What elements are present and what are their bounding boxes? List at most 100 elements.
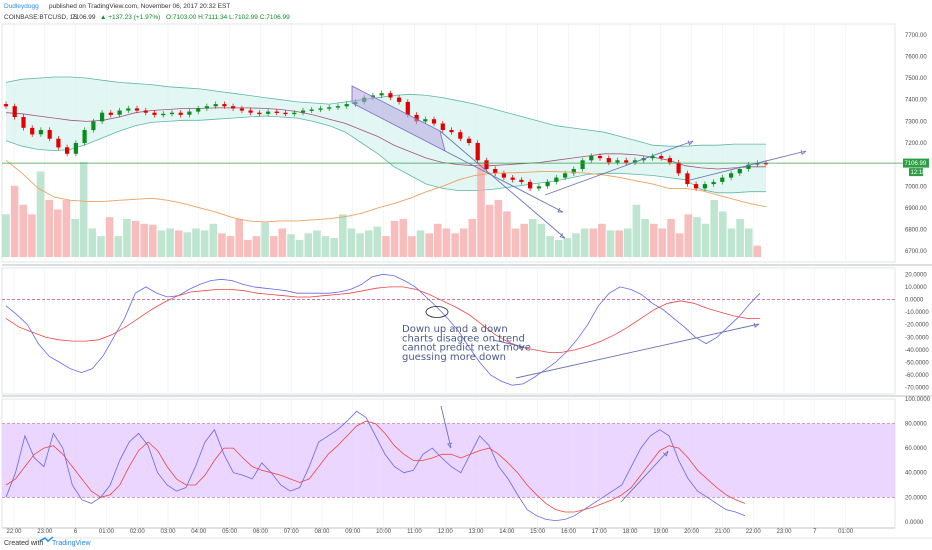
volume-bar — [2, 214, 10, 258]
price-tick-label: 7500.00 — [905, 76, 927, 82]
volume-bar — [434, 223, 442, 258]
osc-tick-label: -30.0000 — [905, 335, 929, 341]
volume-bar — [88, 228, 97, 257]
candle-body — [38, 130, 43, 135]
candle-body — [292, 112, 297, 115]
candle-body — [117, 110, 122, 115]
time-tick-label: 01:00 — [99, 529, 115, 535]
volume-bar — [10, 185, 19, 258]
volume-bar — [114, 236, 123, 257]
candle-body — [318, 108, 323, 110]
trend-arrow — [689, 150, 807, 181]
candle-body — [187, 111, 192, 115]
arrow-head — [687, 140, 694, 146]
trend-arrow — [544, 140, 694, 196]
volume-bar — [226, 236, 235, 257]
candle-body — [388, 93, 393, 98]
price-tick-label: 7200.00 — [905, 141, 927, 147]
candle-body — [676, 162, 681, 174]
volume-bar — [451, 233, 459, 258]
price-tick-label: 6800.00 — [905, 228, 927, 234]
candle-body — [763, 162, 769, 165]
time-tick-label: 13:00 — [468, 529, 484, 535]
tradingview-logo-icon — [39, 536, 54, 542]
stoch-band — [2, 423, 895, 498]
trend-arrow — [620, 450, 669, 503]
annotation-line: charts disagree on trend — [402, 333, 525, 344]
candle-body — [405, 101, 410, 115]
volume-bar — [503, 211, 511, 257]
time-tick-label: 23:00 — [776, 529, 792, 535]
osc-tick-label: -60.0000 — [905, 373, 929, 379]
candle-body — [65, 147, 70, 154]
bollinger-bands — [5, 76, 766, 194]
candle-body — [73, 143, 78, 154]
candle-body — [344, 104, 349, 107]
momentum-line — [5, 273, 761, 386]
candle-body — [545, 181, 550, 187]
arrow-head — [446, 442, 453, 449]
volume-bar — [287, 234, 295, 257]
volume-bar — [313, 230, 321, 257]
stoch-tick-label: 40.0000 — [905, 471, 927, 477]
osc-tick-label: -40.0000 — [905, 348, 929, 354]
candle-body — [571, 169, 576, 174]
candle-body — [274, 111, 279, 113]
panel-frame-2 — [1, 267, 896, 395]
volume-bar — [537, 223, 546, 258]
signal-line — [5, 286, 760, 353]
candle-body — [423, 119, 428, 122]
ohlc-values: O:7103.00 H:7111.34 L:7102.99 C:7106.99 — [166, 14, 290, 21]
volume-bar — [719, 211, 727, 257]
candle-body — [178, 112, 183, 115]
volume-bar — [71, 219, 79, 257]
osc-tick-label: 10.0000 — [905, 285, 927, 291]
trend-arrow — [439, 130, 566, 239]
volume-bar — [477, 162, 485, 257]
created-with-label: Created with — [4, 540, 43, 547]
price-tick-label: 7300.00 — [905, 119, 927, 125]
candle-body — [720, 177, 725, 182]
volume-bar — [563, 238, 572, 257]
bollinger-fill — [6, 77, 766, 193]
stoch-tick-label: 0.0000 — [905, 520, 924, 526]
volume-bar — [339, 214, 347, 258]
candle-body — [484, 160, 489, 169]
volume-bar — [744, 228, 753, 257]
volume-bar — [36, 171, 45, 257]
time-tick-label: 10:00 — [376, 529, 392, 535]
volume-bar — [615, 230, 623, 257]
candle-body — [755, 162, 760, 165]
candle-body — [702, 184, 707, 189]
candle-body — [126, 108, 131, 111]
author-name[interactable]: Dudleydogg — [4, 3, 39, 10]
volume-bar — [468, 219, 477, 257]
time-tick-label: 02:00 — [130, 529, 146, 535]
volume-bar — [425, 233, 433, 258]
candle-body — [659, 156, 664, 159]
volume-bar — [356, 233, 364, 258]
tradingview-brand[interactable]: TradingView — [52, 540, 91, 547]
time-tick-label: 22:00 — [6, 529, 22, 535]
candle-body — [606, 158, 611, 163]
candle-body — [213, 104, 218, 107]
volume-bar — [494, 200, 503, 257]
candle-body — [519, 179, 524, 182]
volume-bar — [632, 204, 641, 258]
volume-bar — [218, 233, 226, 258]
candle-body — [56, 138, 61, 148]
time-tick-label: 07:00 — [284, 529, 300, 535]
time-tick-label: 06:00 — [253, 529, 269, 535]
price-tick-label: 6900.00 — [905, 206, 927, 212]
volume-bars — [2, 162, 762, 258]
candle-body — [257, 112, 262, 115]
volume-bar — [693, 217, 701, 257]
candle-body — [466, 138, 472, 143]
stoch-tick-label: 100.0000 — [905, 397, 931, 403]
candle-body — [458, 132, 463, 139]
candle-body — [248, 110, 253, 113]
axes: 7700.00 7600.00 7500.00 7400.00 7300.00 7200.… — [0, 33, 932, 539]
candle-body — [266, 111, 271, 114]
